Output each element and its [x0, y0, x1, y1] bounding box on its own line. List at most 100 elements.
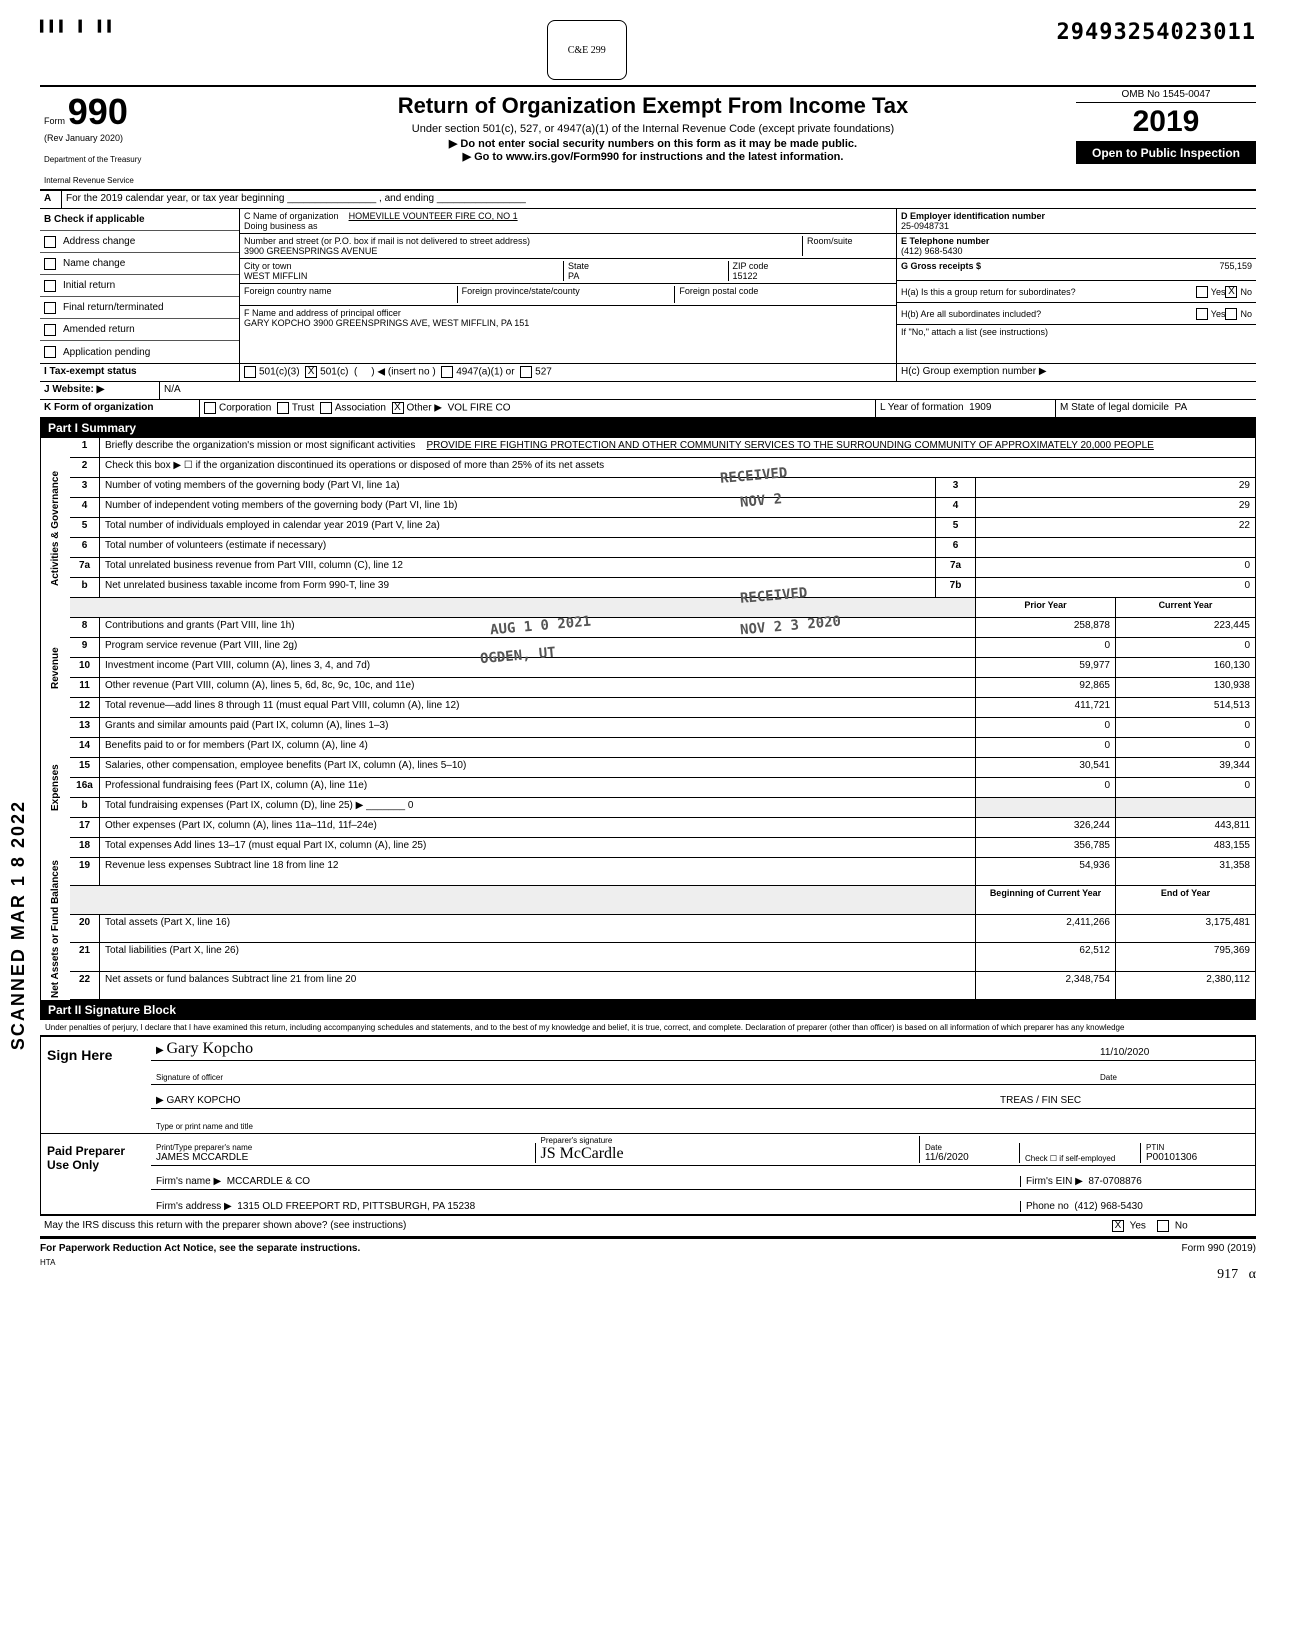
- dln-number: 29493254023011: [1057, 20, 1256, 45]
- phone-value: (412) 968-5430: [901, 246, 963, 256]
- foreign-row: Foreign country name Foreign province/st…: [240, 284, 896, 306]
- domicile-label: M State of legal domicile: [1060, 402, 1169, 413]
- l12-num: 12: [70, 698, 100, 718]
- discuss-no-checkbox[interactable]: [1157, 1220, 1169, 1232]
- 501c-checkbox[interactable]: X: [305, 366, 317, 378]
- officer-date: 11/10/2020: [1100, 1047, 1250, 1058]
- discuss-label: May the IRS discuss this return with the…: [44, 1220, 1112, 1232]
- l22-num: 22: [70, 972, 100, 1000]
- org-name-value: HOMEVILLE VOUNTEER FIRE CO, NO 1: [349, 211, 518, 221]
- form-990-number: 990: [68, 91, 128, 132]
- ha-yes-checkbox[interactable]: [1196, 286, 1208, 298]
- hb-yes-checkbox[interactable]: [1196, 308, 1208, 320]
- l4-num: 4: [70, 498, 100, 518]
- l20-num: 20: [70, 915, 100, 943]
- tax-year: 20201919: [1076, 103, 1256, 142]
- zip-value: 15122: [733, 271, 758, 281]
- expenses-tab: Expenses: [40, 718, 70, 858]
- zip-label: ZIP code: [733, 261, 769, 271]
- l1-text: Briefly describe the organization's miss…: [100, 438, 1256, 458]
- assoc-checkbox[interactable]: [320, 402, 332, 414]
- trust-checkbox[interactable]: [277, 402, 289, 414]
- 501c3-checkbox[interactable]: [244, 366, 256, 378]
- yes-label: Yes: [1211, 287, 1226, 297]
- chk-label: Initial return: [63, 280, 115, 291]
- ha-no-checkbox[interactable]: X: [1225, 286, 1237, 298]
- section-klm: K Form of organization Corporation Trust…: [40, 400, 1256, 418]
- l4-text: Number of independent voting members of …: [100, 498, 936, 518]
- signature-block: Sign Here ▶ Gary Kopcho 11/10/2020 Signa…: [40, 1036, 1256, 1216]
- l17-current: 443,811: [1116, 818, 1256, 838]
- l22-current: 2,380,112: [1116, 972, 1256, 1000]
- year-formation-label: L Year of formation: [880, 402, 964, 413]
- scanned-stamp-side: SCANNED MAR 1 8 2022: [8, 800, 29, 1050]
- ptin-label: PTIN: [1146, 1143, 1245, 1152]
- l16a-num: 16a: [70, 778, 100, 798]
- l11-num: 11: [70, 678, 100, 698]
- l3-text: Number of voting members of the governin…: [100, 478, 936, 498]
- l2-num: 2: [70, 458, 100, 478]
- other-checkbox[interactable]: X: [392, 402, 404, 414]
- end-year-hdr: End of Year: [1116, 886, 1256, 914]
- l1-num: 1: [70, 438, 100, 458]
- hb-no-checkbox[interactable]: [1225, 308, 1237, 320]
- section-e: E Telephone number (412) 968-5430: [897, 234, 1256, 259]
- prep-date: 11/6/2020: [925, 1152, 1014, 1163]
- discuss-yes-label: Yes: [1130, 1221, 1146, 1232]
- 527-label: 527: [535, 367, 552, 378]
- l16-prior: 0: [976, 778, 1116, 798]
- chk-final-return[interactable]: Final return/terminated: [40, 297, 239, 319]
- form-label: Form: [44, 116, 65, 126]
- 4947-label: 4947(a)(1) or: [456, 367, 514, 378]
- l7b-val: 0: [976, 578, 1256, 598]
- paid-preparer-label: Paid Preparer Use Only: [41, 1134, 151, 1214]
- section-l: L Year of formation 1909: [876, 400, 1056, 417]
- corp-label: Corporation: [219, 403, 271, 414]
- l13-prior: 0: [976, 718, 1116, 738]
- 4947-checkbox[interactable]: [441, 366, 453, 378]
- l16a-text: Professional fundraising fees (Part IX, …: [100, 778, 976, 798]
- yes-label: Yes: [1211, 309, 1226, 319]
- foreign-prov-label: Foreign province/state/county: [457, 286, 675, 303]
- l7a-val: 0: [976, 558, 1256, 578]
- l13-num: 13: [70, 718, 100, 738]
- l16b-text: Total fundraising expenses (Part IX, col…: [100, 798, 976, 818]
- officer-name: GARY KOPCHO: [166, 1095, 240, 1106]
- chk-address-change[interactable]: Address change: [40, 231, 239, 253]
- tax-exempt-options: 501(c)(3) X501(c) ( ) ◀ (insert no ) 494…: [240, 364, 896, 381]
- section-i: I Tax-exempt status 501(c)(3) X501(c) ( …: [40, 364, 1256, 382]
- l5-text: Total number of individuals employed in …: [100, 518, 936, 538]
- l12-prior: 411,721: [976, 698, 1116, 718]
- part1-header: Part I Summary: [40, 418, 1256, 438]
- trust-label: Trust: [292, 403, 314, 414]
- discuss-yes-checkbox[interactable]: X: [1112, 1220, 1124, 1232]
- firm-addr: 1315 OLD FREEPORT RD, PITTSBURGH, PA 152…: [237, 1201, 475, 1212]
- prep-name-label: Print/Type preparer's name: [156, 1143, 530, 1152]
- l11-current: 130,938: [1116, 678, 1256, 698]
- l14-text: Benefits paid to or for members (Part IX…: [100, 738, 976, 758]
- page-handwritten: 917 α: [40, 1267, 1256, 1283]
- domicile-value: PA: [1175, 402, 1188, 413]
- ha-label: H(a) Is this a group return for subordin…: [901, 287, 1196, 297]
- ein-label: D Employer identification number: [901, 211, 1045, 221]
- l21-text: Total liabilities (Part X, line 26): [100, 943, 976, 971]
- section-m: M State of legal domicile PA: [1056, 400, 1256, 417]
- hta-label: HTA: [40, 1258, 1256, 1267]
- title-box: Return of Organization Exempt From Incom…: [230, 87, 1076, 189]
- chk-amended-return[interactable]: Amended return: [40, 319, 239, 341]
- no-label: No: [1240, 309, 1252, 319]
- open-to-public: Open to Public Inspection: [1076, 142, 1256, 164]
- chk-initial-return[interactable]: Initial return: [40, 275, 239, 297]
- room-label: Room/suite: [807, 236, 853, 246]
- website-label: J Website: ▶: [40, 382, 160, 399]
- chk-name-change[interactable]: Name change: [40, 253, 239, 275]
- org-name-row: C Name of organization HOMEVILLE VOUNTEE…: [240, 209, 896, 234]
- city-value: WEST MIFFLIN: [244, 271, 307, 281]
- corp-checkbox[interactable]: [204, 402, 216, 414]
- top-row: ▌▌▌ ▌ ▌▌ C&E 299 29493254023011: [40, 20, 1256, 80]
- paperwork-notice: For Paperwork Reduction Act Notice, see …: [40, 1243, 360, 1254]
- chk-application-pending[interactable]: Application pending: [40, 341, 239, 363]
- 527-checkbox[interactable]: [520, 366, 532, 378]
- l10-num: 10: [70, 658, 100, 678]
- l10-prior: 59,977: [976, 658, 1116, 678]
